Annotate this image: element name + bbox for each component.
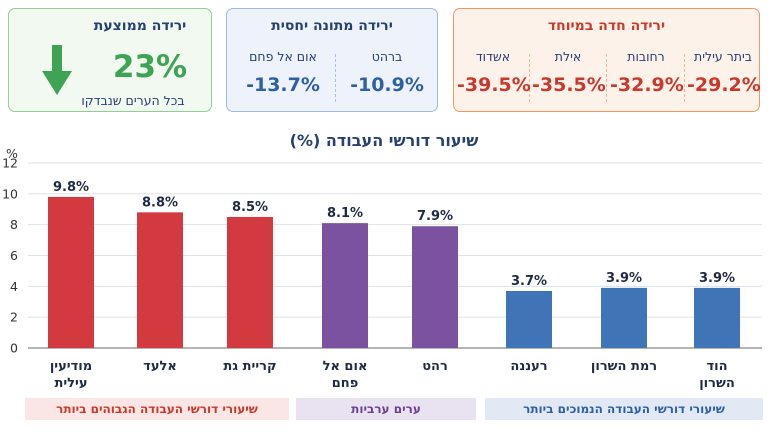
city-change: -32.9% xyxy=(610,74,684,96)
y-tick-label: 8 xyxy=(10,217,18,232)
divider xyxy=(606,54,607,102)
x-tick-label: רעננה xyxy=(510,359,547,374)
data-label: 8.8% xyxy=(142,195,178,210)
y-tick-label: 12 xyxy=(2,156,18,171)
x-tick-label: הוד xyxy=(706,359,727,374)
y-axis-unit: % xyxy=(6,146,18,161)
data-label: 7.9% xyxy=(417,209,453,224)
city-change: -10.9% xyxy=(350,74,424,96)
y-tick-label: 6 xyxy=(10,248,18,263)
city-stat-beitar-illit: ביתר עילית -29.2% xyxy=(687,49,761,96)
data-label: 8.1% xyxy=(327,206,363,221)
sharp-drop-title: ירידה חדה במיוחד xyxy=(547,18,666,34)
x-tick-label: פחם xyxy=(332,376,359,391)
city-stat-rahat: ברהט -10.9% xyxy=(339,49,435,96)
city-name: רחובות xyxy=(627,49,665,64)
data-label: 9.8% xyxy=(53,180,89,195)
bar xyxy=(227,216,273,348)
x-tick-label: השרון xyxy=(699,376,735,391)
chart-title: שיעור דורשי העבודה (%) xyxy=(289,131,479,150)
y-tick-label: 2 xyxy=(10,310,18,325)
city-stat-ashdod: אשדוד -39.5% xyxy=(457,49,531,96)
x-tick-label: רהט xyxy=(422,359,448,374)
divider xyxy=(529,54,530,102)
group-label-lowest: שיעורי דורשי העבודה הנמוכים ביותר xyxy=(485,398,763,420)
bar xyxy=(412,226,458,348)
city-change: -13.7% xyxy=(246,74,320,96)
y-tick-label: 4 xyxy=(10,279,18,294)
group-label-highest: שיעורי דורשי העבודה הגבוהים ביותר xyxy=(25,398,289,420)
bar xyxy=(48,196,94,348)
data-label: 8.5% xyxy=(232,200,268,215)
average-drop-value: 23% xyxy=(112,49,188,85)
x-tick-label: עילית xyxy=(54,376,87,391)
x-tick-label: רמת השרון xyxy=(591,359,657,374)
city-name: ברהט xyxy=(371,49,403,64)
data-label: 3.7% xyxy=(511,274,547,289)
bar xyxy=(137,212,183,348)
bar xyxy=(694,287,740,348)
city-stat-eilat: אילת -35.5% xyxy=(532,49,606,96)
bar xyxy=(601,287,647,348)
y-tick-label: 10 xyxy=(2,186,18,201)
sharp-drop-card: ירידה חדה במיוחד ביתר עילית -29.2% רחובו… xyxy=(453,8,761,112)
x-tick-label: אום אל xyxy=(323,359,368,374)
moderate-drop-title: ירידה מתונה יחסית xyxy=(271,18,393,34)
x-tick-label: אלעד xyxy=(143,359,177,374)
city-name: אום אל פחם xyxy=(249,49,317,64)
data-label: 3.9% xyxy=(699,271,735,286)
average-drop-card: ירידה ממוצעת 23% בכל הערים שנבדקו xyxy=(8,8,212,112)
average-drop-subtitle: בכל הערים שנבדקו xyxy=(81,93,185,108)
city-stat-umm-al-fahm: אום אל פחם -13.7% xyxy=(233,49,333,96)
bar xyxy=(322,223,368,348)
city-change: -29.2% xyxy=(687,74,761,96)
arrow-down-icon xyxy=(42,45,72,95)
city-name: אשדוד xyxy=(475,49,511,64)
x-tick-label: מודיעין xyxy=(50,359,92,374)
city-name: ביתר עילית xyxy=(693,49,752,64)
city-change: -39.5% xyxy=(457,74,531,96)
average-drop-title: ירידה ממוצעת xyxy=(93,18,187,34)
x-tick-label: קריית גת xyxy=(223,359,276,374)
data-label: 3.9% xyxy=(606,271,642,286)
bar xyxy=(506,290,552,348)
y-tick-label: 0 xyxy=(10,341,18,356)
moderate-drop-card: ירידה מתונה יחסית ברהט -10.9% אום אל פחם… xyxy=(226,8,438,112)
city-stat-rehovot: רחובות -32.9% xyxy=(610,49,684,96)
divider xyxy=(684,54,685,102)
divider xyxy=(335,54,336,102)
city-change: -35.5% xyxy=(532,74,606,96)
group-label-arab-cities: ערים ערביות xyxy=(296,398,476,420)
city-name: אילת xyxy=(554,49,582,64)
